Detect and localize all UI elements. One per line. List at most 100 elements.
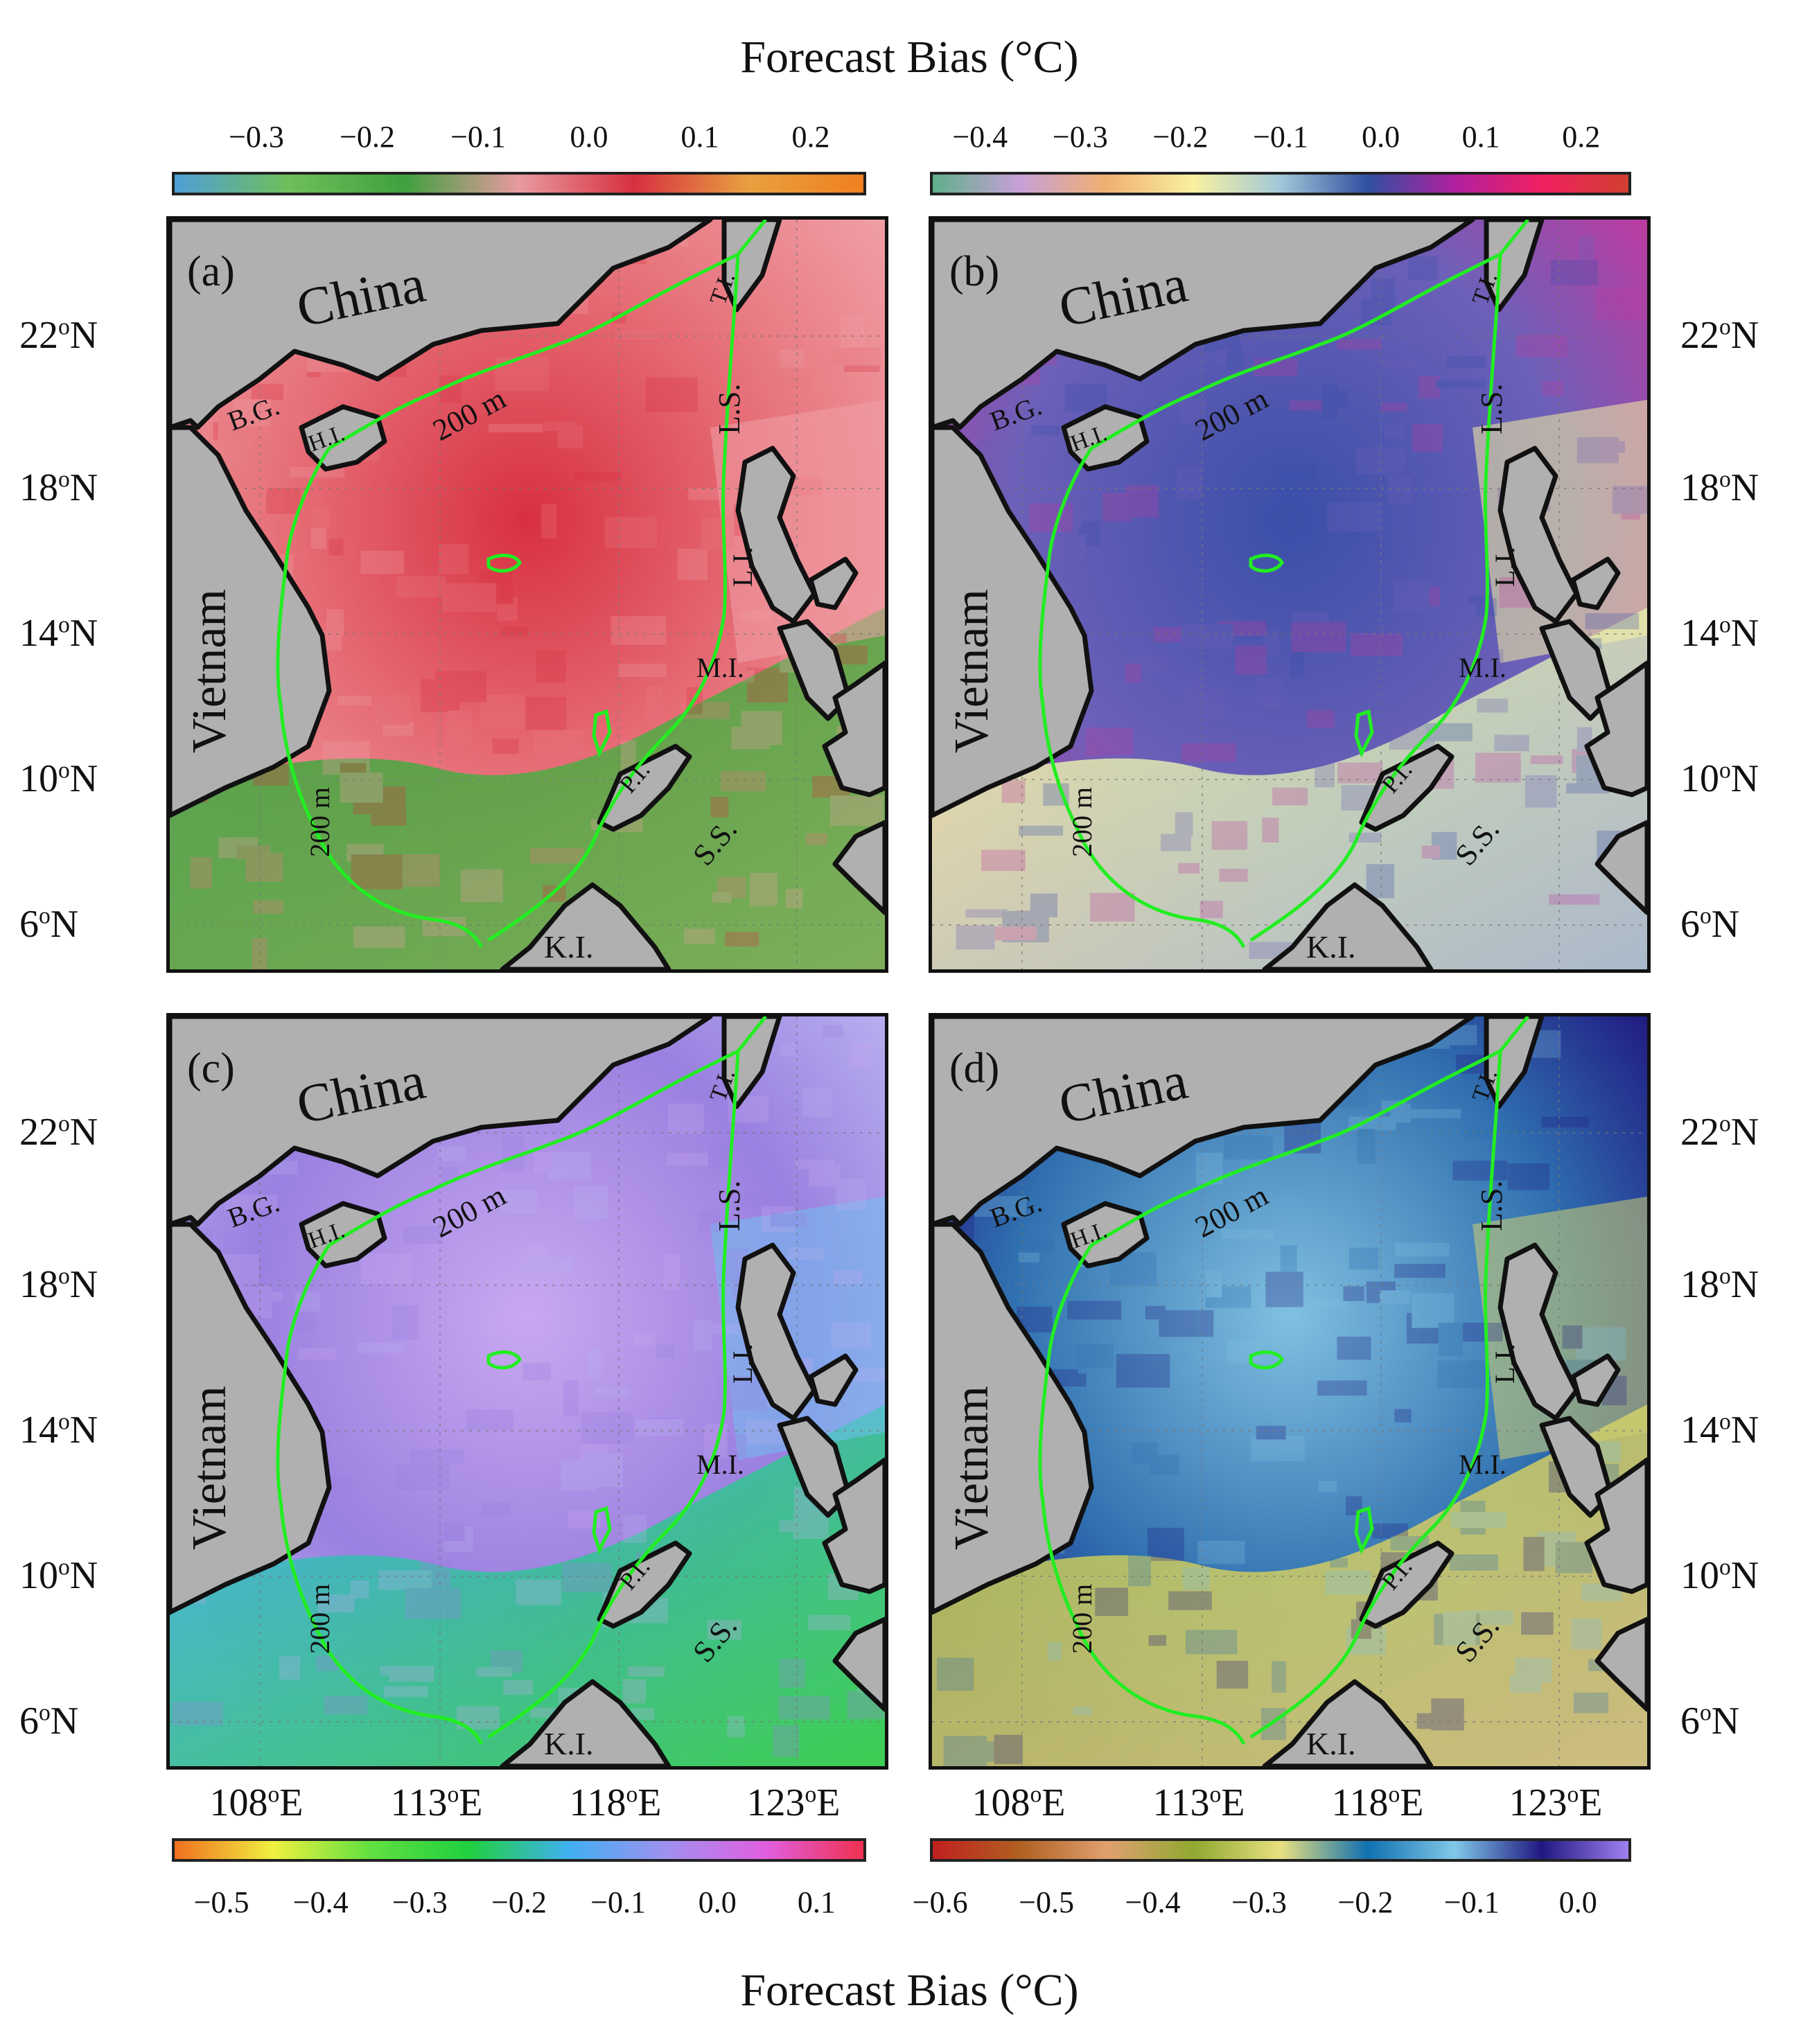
lat-label-right: 6oN [1680, 1700, 1740, 1743]
lat-label-left: 22oN [19, 1111, 98, 1154]
vietnam-landmass [932, 1222, 1094, 1615]
colorbar-d-tick: −0.1 [1443, 1885, 1500, 1919]
panel-d: (d) China Vietnam B.G. H.I. T.I. L.S. L.I. M.I. P… [929, 1013, 1651, 1770]
kalimantan-island [1262, 1679, 1434, 1766]
luzon-peninsula [1570, 556, 1621, 610]
ls-label: L.S. [1475, 384, 1509, 434]
lon-label: 118oE [1331, 1781, 1424, 1824]
isobath-small-contour [592, 709, 612, 758]
vietnam-label: Vietnam [945, 589, 999, 753]
colorbar-b [930, 172, 1631, 195]
colorbar-c-tick: −0.5 [193, 1885, 249, 1919]
colorbar-a-tick: −0.2 [340, 120, 395, 154]
li-label: L.I. [727, 1343, 758, 1384]
visayas-islands [822, 660, 885, 798]
china-landmass [170, 1016, 713, 1227]
isobath-200m-line [1038, 220, 1529, 949]
lon-label: 118oE [569, 1781, 662, 1824]
vietnam-label: Vietnam [945, 1386, 999, 1550]
mindanao-island [1594, 820, 1647, 915]
mindanao-island [832, 820, 885, 915]
top-title: Forecast Bias (°C) [740, 32, 1079, 82]
visayas-islands [1584, 660, 1647, 798]
lat-label-right: 18oN [1680, 466, 1759, 509]
colorbar-b-tick: −0.2 [1152, 120, 1209, 154]
bottom-title: Forecast Bias (°C) [740, 1965, 1079, 2016]
palawan-island [597, 1540, 692, 1629]
lat-label-left: 10oN [19, 1554, 98, 1597]
isobath-small-contour [1354, 709, 1374, 758]
colorbar-a-tick: −0.3 [229, 120, 284, 154]
isobath-small-contour [592, 1506, 612, 1555]
isobath-small-contour [486, 554, 522, 573]
lon-label: 123oE [746, 1781, 841, 1824]
lat-label-right: 6oN [1680, 903, 1740, 946]
lat-label-right: 22oN [1680, 314, 1759, 357]
panel-label: (b) [949, 248, 999, 295]
lat-label-left: 18oN [19, 1263, 98, 1306]
colorbar-c-tick: −0.2 [491, 1885, 547, 1919]
colorbar-b-tick: −0.4 [952, 120, 1008, 154]
lat-label-right: 18oN [1680, 1263, 1759, 1306]
lat-label-right: 14oN [1680, 612, 1759, 655]
colorbar-b-tick: 0.1 [1461, 120, 1500, 154]
mindanao-island [1594, 1616, 1647, 1712]
colorbar-a-tick: −0.1 [450, 120, 506, 154]
colorbar-d-tick: −0.2 [1337, 1885, 1394, 1919]
vietnam-label: Vietnam [183, 1386, 236, 1550]
lat-label-left: 22oN [19, 314, 98, 357]
isobath-small-contour [1354, 1506, 1374, 1555]
isobath-200m-line [1038, 1016, 1529, 1745]
mi-label: M.I. [1459, 652, 1506, 683]
colorbar-a-tick: 0.0 [570, 120, 608, 154]
ki-label: K.I. [544, 1726, 594, 1761]
taiwan-island [721, 220, 782, 312]
li-label: L.I. [1489, 547, 1520, 587]
taiwan-island [1484, 1016, 1545, 1109]
lat-label-left: 14oN [19, 1409, 98, 1452]
colorbar-c-tick: −0.3 [392, 1885, 448, 1919]
colorbar-d-tick: −0.3 [1231, 1885, 1287, 1919]
lat-label-right: 10oN [1680, 1554, 1759, 1597]
taiwan-island [1484, 220, 1545, 312]
mi-label: M.I. [696, 652, 744, 683]
isobath-200m-line [276, 1016, 767, 1745]
china-landmass [932, 220, 1475, 430]
hainan-island [299, 404, 387, 472]
colorbar-c-tick: 0.0 [698, 1885, 737, 1919]
palawan-island [597, 743, 692, 832]
colorbar-d-tick: −0.6 [912, 1885, 968, 1919]
china-landmass [932, 1016, 1475, 1227]
isobath-200m-line [276, 220, 767, 949]
hainan-island [1061, 1201, 1150, 1269]
panel-b: (b) China Vietnam B.G. H.I. T.I. L.S. L.I. M.I. P… [929, 216, 1651, 973]
hainan-island [299, 1201, 387, 1269]
isobath-label: 200 m [304, 1584, 335, 1654]
colorbar-d-tick: 0.0 [1558, 1885, 1597, 1919]
colorbar-a-tick: 0.2 [791, 120, 830, 154]
colorbar-a [172, 172, 866, 195]
vietnam-landmass [170, 1222, 332, 1615]
panel-label: (c) [187, 1045, 235, 1092]
lon-label: 108oE [972, 1781, 1066, 1824]
palawan-island [1359, 1540, 1455, 1629]
kalimantan-island [1262, 882, 1434, 969]
colorbar-c-tick: 0.1 [797, 1885, 836, 1919]
lat-label-right: 14oN [1680, 1409, 1759, 1452]
colorbar-b-tick: −0.1 [1253, 120, 1308, 154]
palawan-island [1359, 743, 1455, 832]
luzon-peninsula [808, 556, 859, 610]
colorbar-a-tick: 0.1 [680, 120, 719, 154]
taiwan-island [721, 1016, 782, 1109]
lat-label-left: 6oN [19, 903, 79, 946]
mindanao-island [832, 1616, 885, 1712]
colorbar-d-tick: −0.4 [1125, 1885, 1181, 1919]
colorbar-b-tick: 0.2 [1562, 120, 1601, 154]
lat-label-right: 10oN [1680, 757, 1759, 800]
lat-label-left: 18oN [19, 466, 98, 509]
lon-label: 123oE [1509, 1781, 1603, 1824]
lon-label: 108oE [209, 1781, 304, 1824]
panel-c: (c) China Vietnam B.G. H.I. T.I. L.S. L.I. M.I. P… [166, 1013, 888, 1770]
lat-label-left: 10oN [19, 757, 98, 800]
luzon-peninsula [1570, 1353, 1621, 1407]
